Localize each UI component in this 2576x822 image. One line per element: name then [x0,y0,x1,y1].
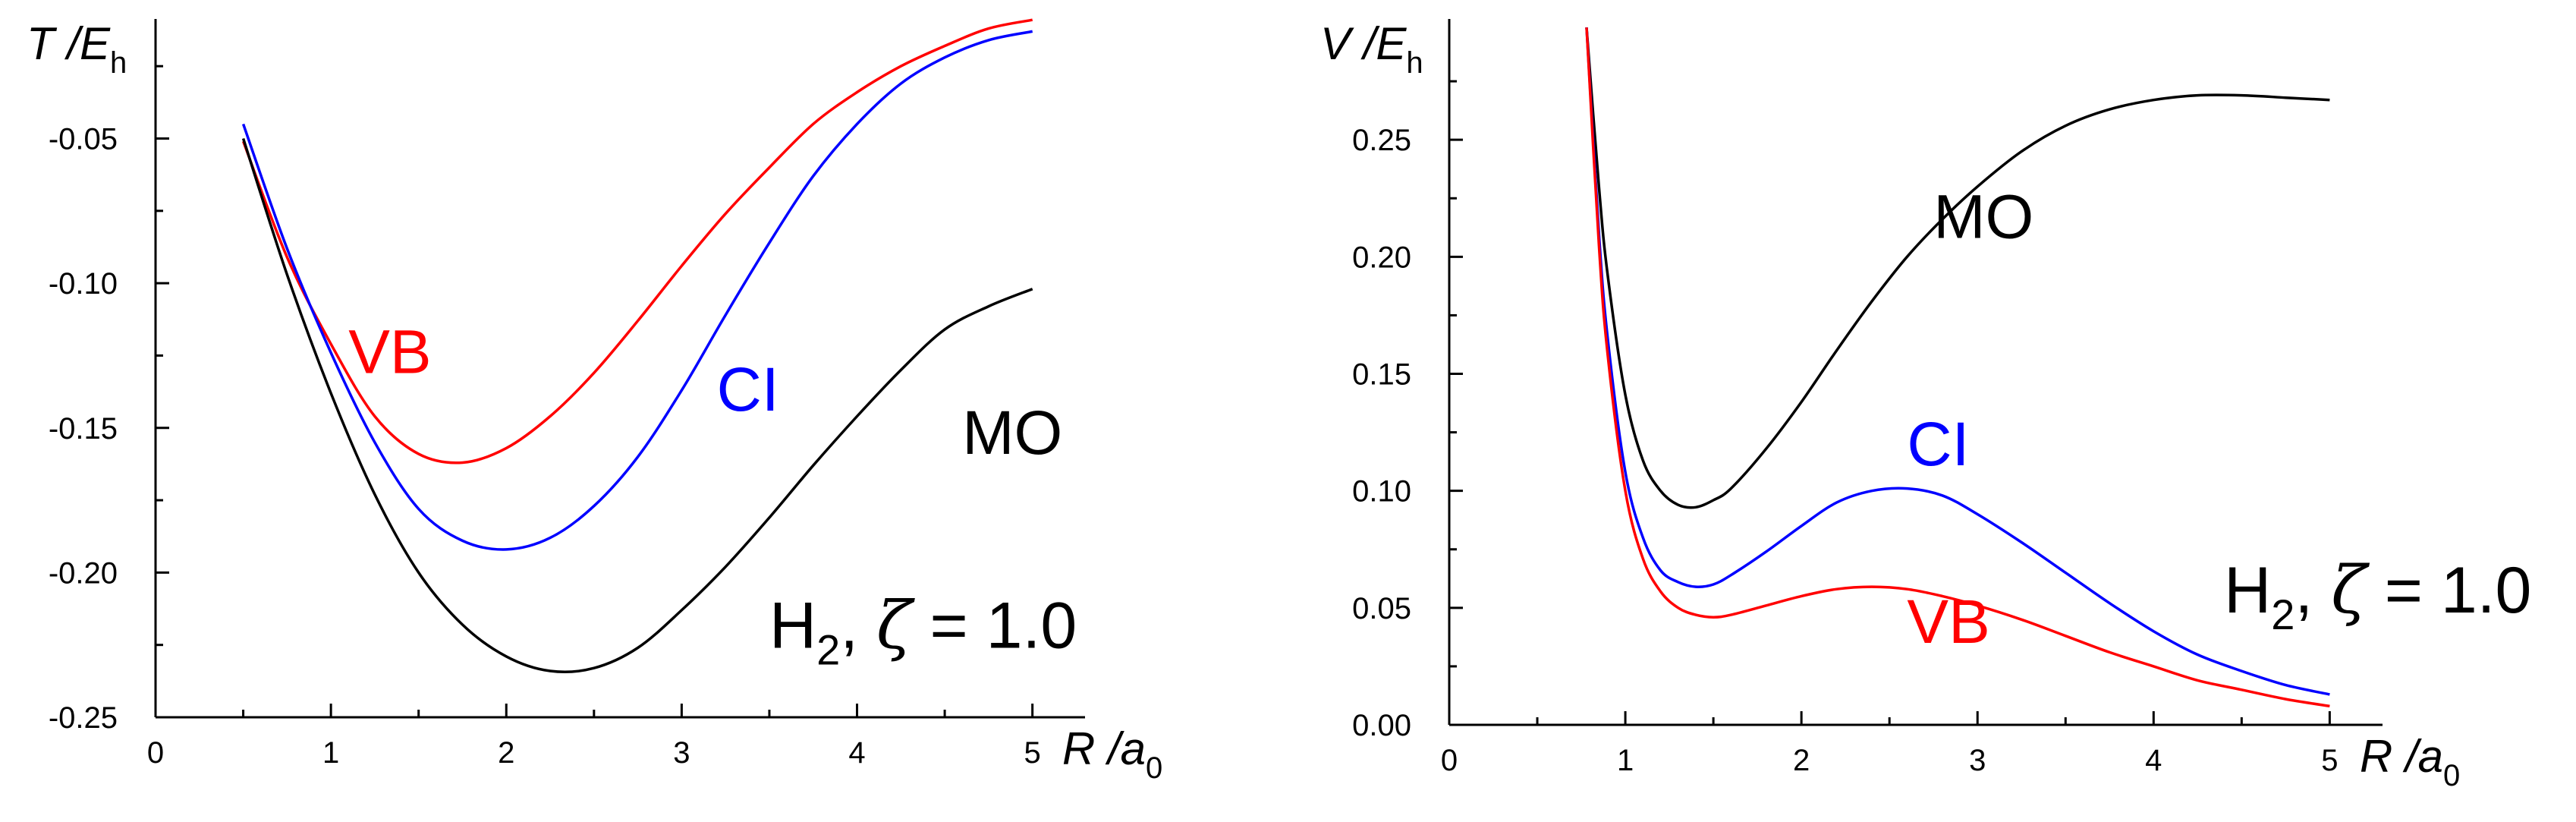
y-tick-label: 0.25 [1352,124,1411,157]
potential-energy-chart: 0 1 2 3 4 5 0.00 0.05 0.10 0.15 0.20 0.25 V /Eh R /a0… [1320,18,2531,792]
x-tick-label: 2 [498,736,514,770]
y-axis-title: T /Eh [27,18,127,80]
x-tick-label: 4 [848,736,865,770]
y-tick-label: 0.00 [1352,709,1411,742]
y-tick-label: 0.20 [1352,241,1411,274]
x-tick-label: 0 [147,736,164,770]
series-label-ci: CI [1907,410,1969,479]
x-tick-label: 5 [2321,744,2338,777]
y-tick-label: 0.05 [1352,592,1411,625]
y-tick-label: 0.15 [1352,358,1411,392]
series-line-vb [241,18,1033,465]
kinetic-energy-chart: 0 1 2 3 4 5 -0.25 -0.20 -0.15 -0.10 -0.05 T /Eh R /a… [27,18,1162,785]
series-line-mo [241,137,1033,673]
series-label-mo: MO [1933,183,2033,252]
x-tick-label: 1 [322,736,339,770]
series-label-ci: CI [717,355,779,424]
y-axis-title: V /Eh [1320,18,1423,80]
series-line-mo [1585,27,2330,509]
annotation-h2-zeta: H2, ζ = 1.0 [2224,553,2531,638]
series-label-vb: VB [348,317,431,386]
x-tick-label: 0 [1441,744,1458,777]
y-tick-label: -0.20 [49,556,118,590]
series-line-ci [241,30,1033,551]
series-line-ci [1585,27,2330,696]
y-tick-label: -0.25 [49,701,118,735]
y-tick-label: -0.15 [49,412,118,446]
series-line-vb [1585,27,2330,708]
x-axis-title: R /a0 [1062,723,1162,785]
x-tick-label: 1 [1617,744,1634,777]
x-axis-title: R /a0 [2360,731,2460,792]
y-tick-label: -0.05 [49,123,118,156]
y-tick-label: 0.10 [1352,475,1411,509]
x-tick-label: 4 [2145,744,2162,777]
x-tick-label: 5 [1024,736,1041,770]
x-tick-label: 2 [1793,744,1810,777]
y-tick-label: -0.10 [49,267,118,301]
x-tick-label: 3 [673,736,690,770]
series-label-vb: VB [1907,587,1989,657]
x-tick-label: 3 [1969,744,1986,777]
annotation-h2-zeta: H2, ζ = 1.0 [769,588,1077,674]
series-label-mo: MO [962,398,1062,468]
